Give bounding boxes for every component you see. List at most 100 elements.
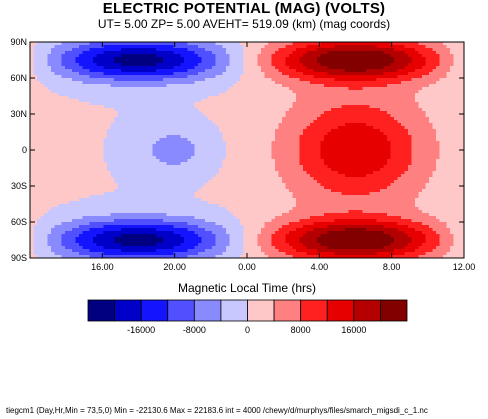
contour-cell <box>114 117 118 121</box>
contour-cell <box>331 45 335 49</box>
contour-cell <box>436 108 440 112</box>
contour-cell <box>156 153 160 157</box>
contour-cell <box>229 72 234 76</box>
contour-cell <box>107 90 111 94</box>
contour-cell <box>271 63 276 67</box>
contour-cell <box>47 120 52 124</box>
contour-cell <box>191 132 195 136</box>
contour-cell <box>275 57 279 61</box>
contour-cell <box>173 93 178 97</box>
contour-cell <box>159 87 164 91</box>
contour-cell <box>250 57 255 61</box>
contour-cell <box>387 66 391 70</box>
contour-cell <box>415 54 419 58</box>
contour-cell <box>68 105 73 109</box>
contour-cell <box>373 96 377 100</box>
contour-cell <box>331 78 335 82</box>
contour-cell <box>152 42 157 46</box>
contour-cell <box>184 156 188 160</box>
contour-cell <box>362 63 367 67</box>
contour-cell <box>408 42 412 46</box>
contour-cell <box>418 96 423 100</box>
contour-cell <box>149 60 153 64</box>
contour-cell <box>58 117 62 121</box>
contour-cell <box>226 48 230 52</box>
contour-cell <box>320 117 325 121</box>
contour-cell <box>229 102 234 106</box>
contour-cell <box>404 156 409 160</box>
contour-cell <box>187 99 192 103</box>
contour-cell <box>369 141 374 145</box>
contour-cell <box>135 105 139 109</box>
contour-cell <box>299 48 304 52</box>
contour-cell <box>149 105 153 109</box>
contour-cell <box>110 117 115 121</box>
contour-cell <box>173 144 178 148</box>
contour-cell <box>317 90 321 94</box>
contour-cell <box>341 129 346 133</box>
contour-cell <box>121 144 125 148</box>
contour-cell <box>450 132 454 136</box>
contour-cell <box>397 81 402 85</box>
contour-cell <box>166 84 171 88</box>
contour-cell <box>366 99 370 103</box>
contour-cell <box>397 117 402 121</box>
contour-cell <box>397 78 402 82</box>
contour-cell <box>443 144 447 148</box>
contour-cell <box>411 126 416 130</box>
contour-cell <box>236 129 241 133</box>
contour-cell <box>247 99 251 103</box>
contour-cell <box>373 105 377 109</box>
contour-cell <box>429 105 433 109</box>
contour-cell <box>324 84 328 88</box>
contour-cell <box>457 135 461 139</box>
contour-cell <box>250 90 255 94</box>
contour-cell <box>362 123 367 127</box>
contour-cell <box>54 75 59 79</box>
contour-cell <box>30 72 34 76</box>
contour-cell <box>79 111 83 115</box>
contour-cell <box>89 117 94 121</box>
contour-cell <box>394 132 398 136</box>
contour-cell <box>96 48 101 52</box>
contour-cell <box>107 42 111 46</box>
contour-cell <box>327 153 332 157</box>
contour-cell <box>222 48 227 52</box>
contour-cell <box>404 114 409 118</box>
contour-cell <box>324 153 328 157</box>
contour-cell <box>79 63 83 67</box>
contour-cell <box>173 63 178 67</box>
contour-cell <box>450 111 454 115</box>
contour-cell <box>310 138 314 142</box>
contour-cell <box>152 123 157 127</box>
contour-cell <box>33 96 38 100</box>
contour-cell <box>453 135 458 139</box>
contour-cell <box>243 123 248 127</box>
contour-cell <box>271 66 276 70</box>
contour-cell <box>348 84 353 88</box>
contour-cell <box>341 132 346 136</box>
contour-cell <box>131 75 136 79</box>
contour-cell <box>341 69 346 73</box>
contour-cell <box>117 108 122 112</box>
contour-cell <box>310 87 314 91</box>
contour-cell <box>257 54 262 58</box>
contour-cell <box>380 150 384 154</box>
contour-cell <box>376 57 381 61</box>
contour-cell <box>411 144 416 148</box>
contour-cell <box>408 87 412 91</box>
contour-cell <box>93 111 97 115</box>
contour-cell <box>58 150 62 154</box>
contour-cell <box>289 156 293 160</box>
contour-cell <box>418 60 423 64</box>
contour-cell <box>205 114 209 118</box>
contour-cell <box>450 57 454 61</box>
contour-cell <box>54 57 59 61</box>
contour-cell <box>457 96 461 100</box>
contour-cell <box>208 78 213 82</box>
contour-cell <box>198 159 202 163</box>
contour-cell <box>327 144 332 148</box>
contour-cell <box>107 141 111 145</box>
contour-cell <box>44 93 48 97</box>
contour-cell <box>100 132 104 136</box>
